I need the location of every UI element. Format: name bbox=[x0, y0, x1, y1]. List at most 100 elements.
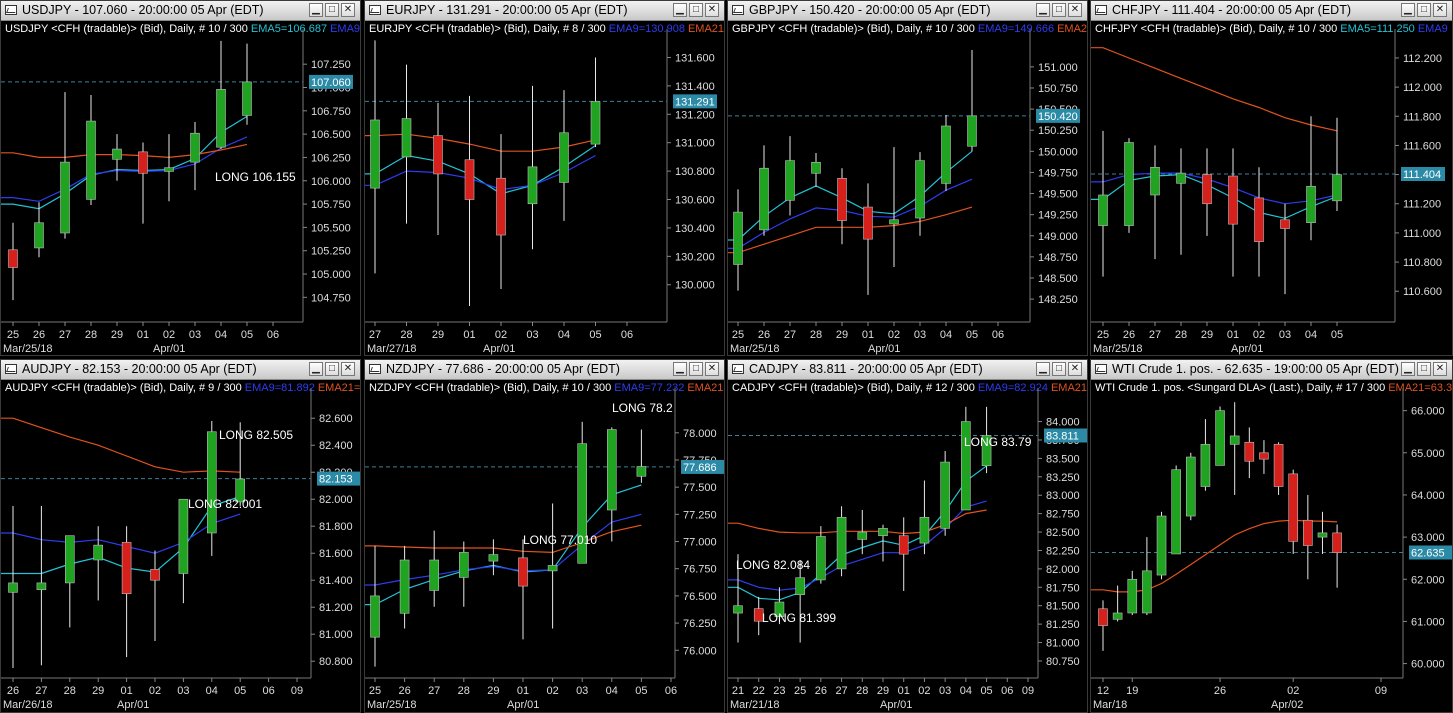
candle-down bbox=[150, 569, 160, 581]
chart-window-chfjpy[interactable]: CHFJPY - 111.404 - 20:00:00 05 Apr (EDT)… bbox=[1090, 0, 1453, 356]
date-label: Apr/02 bbox=[1271, 699, 1303, 711]
price-chart[interactable]: 84.00083.75083.50083.25083.00082.75082.5… bbox=[728, 360, 1087, 712]
y-tick-label: 81.750 bbox=[1046, 582, 1080, 594]
candle-up bbox=[1156, 515, 1167, 576]
candle-up bbox=[577, 443, 587, 564]
chart-window-usdjpy[interactable]: USDJPY - 107.060 - 20:00:00 05 Apr (EDT)… bbox=[0, 0, 361, 356]
chart-window-audjpy[interactable]: AUDJPY - 82.153 - 20:00:00 05 Apr (EDT) … bbox=[0, 359, 361, 713]
chart-window-cadjpy[interactable]: CADJPY - 83.811 - 20:00:00 05 Apr (EDT) … bbox=[727, 359, 1088, 713]
x-tick-label: 22 bbox=[753, 685, 765, 697]
maximize-button[interactable]: □ bbox=[689, 362, 703, 376]
minimize-button[interactable]: ▁ bbox=[673, 3, 687, 17]
date-label: Apr/01 bbox=[153, 343, 185, 355]
ema-label: EMA9= bbox=[330, 23, 361, 35]
close-button[interactable]: ✕ bbox=[1433, 362, 1447, 376]
window-titlebar[interactable]: USDJPY - 107.060 - 20:00:00 05 Apr (EDT)… bbox=[1, 1, 360, 21]
maximize-button[interactable]: □ bbox=[325, 362, 339, 376]
ema-label: EMA5=106.687 bbox=[250, 23, 328, 35]
chart-window-wti-crude[interactable]: WTI Crude 1. pos. - 62.635 - 19:00:00 05… bbox=[1090, 359, 1453, 713]
close-button[interactable]: ✕ bbox=[1068, 3, 1082, 17]
price-chart[interactable]: 107.250107.000106.750106.500106.250106.0… bbox=[1, 1, 360, 355]
ema-label: EMA9 bbox=[1417, 23, 1448, 35]
y-tick-label: 104.750 bbox=[311, 292, 351, 304]
candle-up bbox=[216, 89, 226, 148]
window-titlebar[interactable]: GBPJPY - 150.420 - 20:00:00 05 Apr (EDT)… bbox=[728, 1, 1087, 21]
price-tag-box bbox=[1401, 167, 1445, 182]
window-titlebar[interactable]: CADJPY - 83.811 - 20:00:00 05 Apr (EDT) … bbox=[728, 360, 1087, 380]
candle-down bbox=[898, 535, 909, 555]
window-title: WTI Crude 1. pos. - 62.635 - 19:00:00 05… bbox=[1112, 362, 1399, 376]
window-titlebar[interactable]: AUDJPY - 82.153 - 20:00:00 05 Apr (EDT) … bbox=[1, 360, 360, 380]
price-chart[interactable]: 151.000150.750150.500150.250150.000149.7… bbox=[728, 1, 1087, 355]
x-tick-label: 26 bbox=[815, 685, 827, 697]
x-tick-label: 02 bbox=[1253, 329, 1265, 341]
minimize-button[interactable]: ▁ bbox=[1036, 362, 1050, 376]
y-tick-label: 131.600 bbox=[675, 52, 715, 64]
minimize-button[interactable]: ▁ bbox=[309, 3, 323, 17]
x-tick-label: 26 bbox=[1123, 329, 1135, 341]
close-button[interactable]: ✕ bbox=[1433, 3, 1447, 17]
chart-window-eurjpy[interactable]: EURJPY - 131.291 - 20:00:00 05 Apr (EDT)… bbox=[364, 0, 725, 356]
minimize-button[interactable]: ▁ bbox=[673, 362, 687, 376]
y-tick-label: 105.500 bbox=[311, 222, 351, 234]
close-button[interactable]: ✕ bbox=[1068, 362, 1082, 376]
window-titlebar[interactable]: EURJPY - 131.291 - 20:00:00 05 Apr (EDT)… bbox=[365, 1, 724, 21]
price-chart[interactable]: 82.60082.40082.20082.00081.80081.60081.4… bbox=[1, 360, 360, 712]
price-chart[interactable]: 131.600 131.400 131.200 131.000 130.800 130.6… bbox=[365, 1, 724, 355]
trade-annotation: LONG 81.399 bbox=[762, 611, 836, 625]
price-chart[interactable]: 66.000 65.000 64.000 63.000 62.000 61.000 60.0… bbox=[1091, 360, 1452, 712]
y-tick-label: 81.800 bbox=[319, 521, 353, 533]
chart-window-gbpjpy[interactable]: GBPJPY - 150.420 - 20:00:00 05 Apr (EDT)… bbox=[727, 0, 1088, 356]
y-tick-label: 82.600 bbox=[319, 413, 353, 425]
close-button[interactable]: ✕ bbox=[341, 3, 355, 17]
close-button[interactable]: ✕ bbox=[341, 362, 355, 376]
maximize-button[interactable]: □ bbox=[689, 3, 703, 17]
candle-down bbox=[1303, 519, 1313, 546]
x-tick-label: 05 bbox=[589, 329, 601, 341]
instrument-info: AUDJPY <CFH (tradable)> (Bid), Daily, # … bbox=[5, 382, 242, 394]
window-titlebar[interactable]: CHFJPY - 111.404 - 20:00:00 05 Apr (EDT)… bbox=[1091, 1, 1452, 21]
x-tick-label: 28 bbox=[400, 329, 412, 341]
candle-up bbox=[785, 160, 795, 201]
y-tick-label: 149.250 bbox=[1038, 210, 1078, 222]
minimize-button[interactable]: ▁ bbox=[309, 362, 323, 376]
ema-line-ema5 bbox=[1, 115, 248, 210]
close-button[interactable]: ✕ bbox=[705, 362, 719, 376]
instrument-info: GBPJPY <CFH (tradable)> (Bid), Daily, # … bbox=[732, 23, 975, 35]
y-tick-label: 82.250 bbox=[1046, 545, 1080, 557]
maximize-button[interactable]: □ bbox=[1052, 362, 1066, 376]
y-tick-label: 76.000 bbox=[683, 645, 717, 657]
minimize-button[interactable]: ▁ bbox=[1401, 362, 1415, 376]
date-label: Apr/01 bbox=[1231, 343, 1263, 355]
chart-info: CADJPY <CFH (tradable)> (Bid), Daily, # … bbox=[732, 381, 1087, 395]
x-tick-label: 04 bbox=[606, 685, 618, 697]
candle-up bbox=[178, 498, 189, 574]
maximize-button[interactable]: □ bbox=[1052, 3, 1066, 17]
y-tick-label: 63.000 bbox=[1411, 532, 1445, 544]
date-label: Mar/26/18 bbox=[3, 699, 53, 711]
maximize-button[interactable]: □ bbox=[1417, 362, 1431, 376]
minimize-button[interactable]: ▁ bbox=[1401, 3, 1415, 17]
x-tick-label: 28 bbox=[810, 329, 822, 341]
candle-up bbox=[112, 148, 122, 160]
x-tick-label: 06 bbox=[262, 685, 274, 697]
candle-up bbox=[1176, 172, 1186, 184]
chart-window-nzdjpy[interactable]: NZDJPY - 77.686 - 20:00:00 05 Apr (EDT) … bbox=[364, 359, 725, 713]
price-chart[interactable]: 78.00077.75077.50077.25077.00076.75076.5… bbox=[365, 360, 724, 712]
candle-up bbox=[1306, 185, 1316, 223]
price-chart[interactable]: 112.200112.000111.800111.600111.400111.2… bbox=[1091, 1, 1452, 355]
ema-label: EMA9=81.892 bbox=[244, 382, 315, 394]
price-tag-label: 107.060 bbox=[311, 77, 351, 89]
window-titlebar[interactable]: NZDJPY - 77.686 - 20:00:00 05 Apr (EDT) … bbox=[365, 360, 724, 380]
window-titlebar[interactable]: WTI Crude 1. pos. - 62.635 - 19:00:00 05… bbox=[1091, 360, 1452, 380]
maximize-button[interactable]: □ bbox=[325, 3, 339, 17]
minimize-button[interactable]: ▁ bbox=[1036, 3, 1050, 17]
maximize-button[interactable]: □ bbox=[1417, 3, 1431, 17]
ema-label: EMA21 bbox=[1057, 23, 1088, 35]
x-tick-label: 06 bbox=[267, 329, 279, 341]
date-label: Mar/25/18 bbox=[1093, 343, 1143, 355]
close-button[interactable]: ✕ bbox=[705, 3, 719, 17]
candle-down bbox=[433, 135, 443, 175]
candle-up bbox=[1229, 435, 1240, 445]
trade-annotation: LONG 77.010 bbox=[523, 533, 597, 547]
